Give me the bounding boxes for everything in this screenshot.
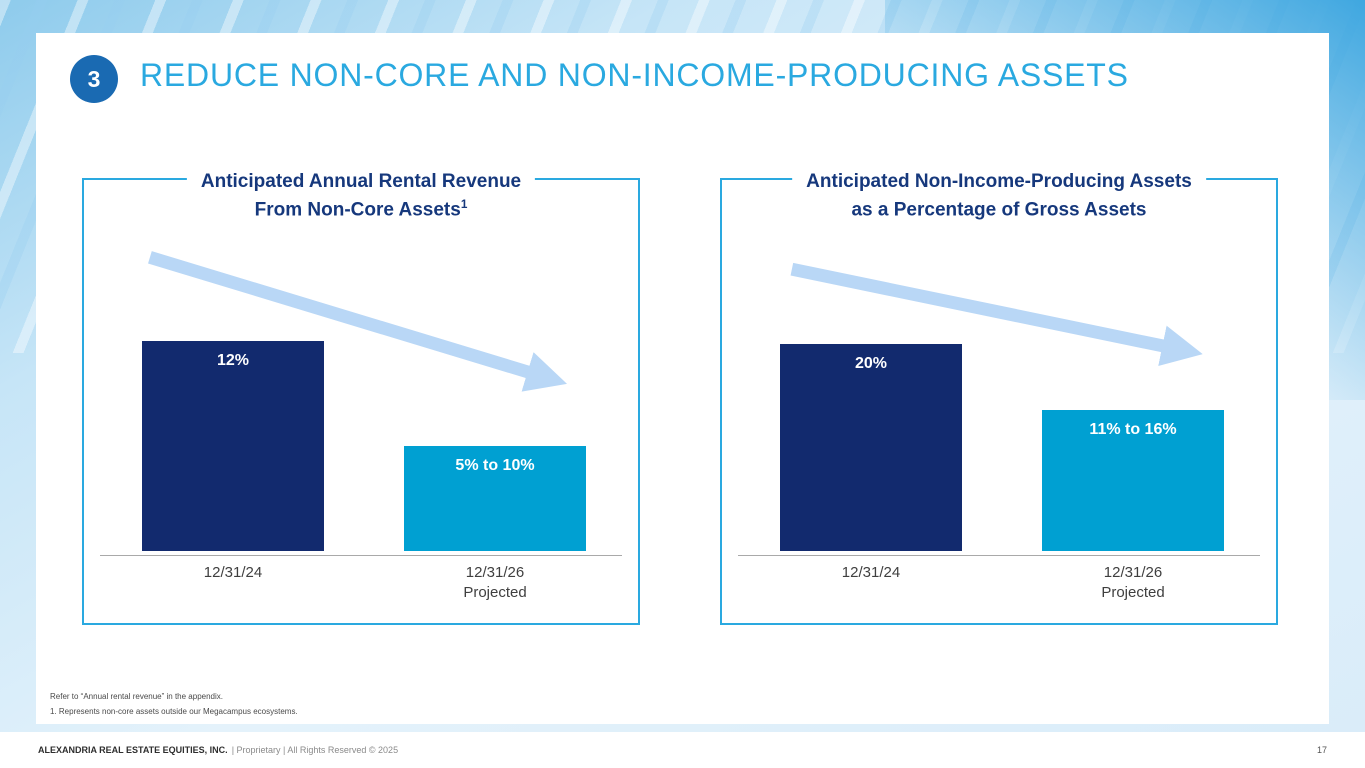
- x-axis-label: 12/31/24: [142, 563, 324, 583]
- bar-2026-projected: 5% to 10%: [404, 446, 586, 551]
- slide: 3 REDUCE NON-CORE AND NON-INCOME-PRODUCI…: [36, 33, 1329, 724]
- x-axis-label: 12/31/24: [780, 563, 962, 583]
- bar-2026-projected: 11% to 16%: [1042, 410, 1224, 551]
- bar-value-label: 12%: [216, 352, 250, 369]
- chart-rental-revenue: Anticipated Annual Rental Revenue From N…: [82, 168, 640, 625]
- x-axis-baseline: [100, 555, 622, 556]
- x-axis-label-text: 12/31/24: [203, 564, 263, 581]
- page-number: 17: [1316, 745, 1327, 755]
- bar-value-label: 20%: [854, 355, 888, 372]
- downward-trend-arrow-icon: [148, 251, 567, 392]
- x-axis-label-text: 12/31/26: [1103, 564, 1163, 581]
- bar-value-label: 11% to 16%: [1089, 421, 1177, 438]
- x-axis-label-text: 12/31/26: [465, 564, 525, 581]
- footnote-1: Refer to “Annual rental revenue” in the …: [50, 692, 223, 702]
- slide-title: REDUCE NON-CORE AND NON-INCOME-PRODUCING…: [140, 57, 1129, 93]
- x-axis-label-text: 12/31/24: [841, 564, 901, 581]
- footer-company: ALEXANDRIA REAL ESTATE EQUITIES, INC.: [38, 745, 228, 755]
- bar-value-label: 5% to 10%: [455, 457, 535, 474]
- chart-title-line2: as a Percentage of Gross Assets: [851, 198, 1147, 220]
- footnote-2: 1. Represents non-core assets outside ou…: [50, 706, 298, 716]
- x-axis-label-text: Projected: [1101, 584, 1165, 602]
- chart-title-line1: Anticipated Annual Rental Revenue: [200, 171, 522, 192]
- x-axis-label-text: Projected: [463, 584, 527, 602]
- chart-title: Anticipated Non-Income-Producing Assets …: [792, 168, 1206, 224]
- bar-2024: 20%: [780, 344, 962, 551]
- chart-title-footnote-ref: 1: [460, 197, 468, 211]
- footnotes: Refer to “Annual rental revenue” in the …: [50, 690, 298, 719]
- footer-rights: | Proprietary | All Rights Reserved © 20…: [231, 745, 399, 755]
- downward-trend-arrow-icon: [790, 262, 1203, 367]
- footer: ALEXANDRIA REAL ESTATE EQUITIES, INC. | …: [0, 732, 1365, 768]
- x-axis-label: 12/31/26 Projected: [1042, 563, 1224, 604]
- chart-non-income-assets: Anticipated Non-Income-Producing Assets …: [720, 168, 1278, 625]
- x-axis-label: 12/31/26 Projected: [404, 563, 586, 604]
- chart-title-line2: From Non-Core Assets: [254, 198, 461, 220]
- chart-title-line1: Anticipated Non-Income-Producing Assets: [806, 171, 1192, 192]
- bar-2024: 12%: [142, 341, 324, 551]
- x-axis-baseline: [738, 555, 1260, 556]
- chart-title: Anticipated Annual Rental Revenue From N…: [186, 168, 536, 224]
- slide-number-badge: 3: [70, 55, 118, 103]
